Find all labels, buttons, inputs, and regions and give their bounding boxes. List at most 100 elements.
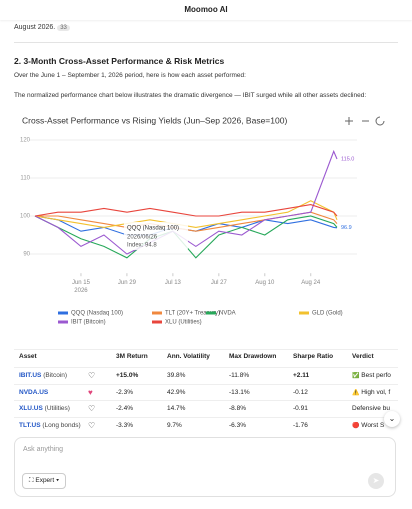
cell: -8.8% — [229, 405, 246, 412]
cell: 39.8% — [167, 372, 186, 379]
divider — [14, 42, 398, 43]
row-divider — [14, 367, 398, 368]
column-header: Verdict — [352, 353, 374, 360]
cell: -3.3% — [116, 421, 133, 429]
ticker[interactable]: IBIT.US — [19, 372, 42, 379]
cell: 42.9% — [167, 388, 186, 396]
cell: -2.4% — [116, 405, 133, 412]
row-divider — [14, 383, 398, 385]
ticker[interactable]: TLT.US — [19, 421, 41, 429]
y-tick-label: 110 — [20, 176, 30, 182]
ticker[interactable]: NVDA.US — [19, 388, 49, 396]
legend-swatch — [152, 311, 162, 315]
legend-label: GLD (Gold) — [312, 311, 343, 317]
value-label: 115.0 — [341, 156, 354, 162]
cell: -0.12 — [293, 388, 308, 396]
paragraph: The normalized performance chart below i… — [14, 92, 367, 99]
x-tick-label: Jun 15 — [72, 280, 91, 286]
cell: -11.8% — [229, 372, 250, 379]
x-tick-label: Aug 10 — [255, 280, 275, 286]
legend-label: QQQ (Nasdaq 100) — [71, 311, 123, 317]
asset-cell: NVDA.US — [19, 389, 48, 396]
legend-swatch — [299, 311, 309, 315]
tooltip-text: Index: 94.8 — [127, 243, 157, 249]
x-year-label: 2026 — [74, 288, 88, 294]
divider — [14, 349, 398, 350]
cell: 9.7% — [167, 421, 182, 429]
verdict-text: High vol, f — [361, 388, 391, 396]
verdict-icon: ✅ — [352, 373, 360, 379]
top-bar — [0, 0, 412, 20]
legend-swatch — [152, 320, 162, 324]
column-header: Ann. Volatility — [167, 353, 210, 360]
legend-label: XLU (Utilities) — [165, 320, 202, 326]
series-line — [34, 215, 338, 259]
intro-date: August 2026. — [14, 24, 56, 31]
tooltip-title: QQQ (Nasdaq 100) — [127, 226, 179, 232]
favorite-button[interactable]: ♡ — [88, 404, 96, 413]
asset-cell: TLT.US (Long bonds) — [19, 422, 81, 429]
cell: +2.11 — [293, 372, 310, 379]
verdict-icon: ⚠️ — [352, 389, 360, 396]
legend-label: NVDA — [219, 311, 236, 317]
chart-tools[interactable] — [345, 116, 385, 126]
asset-note: (Bitcoin) — [43, 372, 68, 379]
x-tick-label: Jun 29 — [118, 280, 137, 286]
app-title: Moomoo AI — [184, 5, 228, 14]
verdict-icon: 🔴 — [352, 422, 360, 429]
favorite-button[interactable]: ♥ — [88, 387, 93, 397]
scroll-down-button[interactable]: ⌄ — [384, 411, 400, 427]
asset-note: (Long bonds) — [42, 421, 81, 429]
row-divider — [14, 416, 398, 418]
tooltip: QQQ (Nasdaq 100) 2026/06/26 Index: 94.8 — [124, 222, 188, 250]
y-tick-label: 90 — [23, 252, 30, 258]
series-line — [34, 204, 338, 217]
cell: -0.91 — [293, 405, 308, 412]
input-placeholder[interactable]: Ask anything — [23, 446, 64, 453]
series-line — [34, 200, 338, 228]
verdict-cell: 🔴 Worst S — [352, 422, 398, 429]
row-divider — [14, 400, 398, 401]
legend-label: IBIT (Bitcoin) — [71, 320, 106, 326]
section-heading: 2. 3-Month Cross-Asset Performance & Ris… — [14, 56, 225, 66]
cell: +15.0% — [116, 372, 139, 379]
cell: -1.76 — [293, 421, 308, 429]
mode-button[interactable]: ⛶ Expert ▾ — [22, 473, 67, 489]
citation-badge[interactable]: 33 — [57, 25, 70, 31]
favorite-button[interactable]: ♡ — [88, 371, 96, 380]
send-button[interactable]: ➤ — [368, 473, 384, 489]
tooltip-box — [124, 222, 188, 250]
verdict-text: Best perfo — [361, 372, 391, 379]
asset-note: (Utilities) — [44, 405, 70, 412]
asset-cell: IBIT.US (Bitcoin) — [19, 372, 67, 379]
cell: -6.3% — [229, 421, 246, 429]
x-tick-label: Jul 27 — [211, 280, 228, 286]
series-line — [34, 149, 338, 255]
column-header: Asset — [19, 353, 37, 360]
y-tick-label: 100 — [20, 214, 31, 220]
column-header: Max Drawdown — [229, 353, 277, 360]
value-label: 96.9 — [341, 225, 352, 231]
chart: Cross-Asset Performance vs Rising Yields… — [20, 115, 385, 326]
asset-cell: XLU.US (Utilities) — [19, 405, 70, 412]
input-box[interactable] — [14, 437, 396, 497]
verdict-cell: ✅ Best perfo — [352, 372, 398, 379]
ticker[interactable]: XLU.US — [19, 405, 43, 412]
verdict-cell: Defensive bu — [352, 405, 398, 412]
verdict-text: Defensive bu — [352, 405, 390, 412]
column-header: 3M Return — [116, 353, 148, 360]
cell: -2.3% — [116, 388, 133, 396]
column-header: Sharpe Ratio — [293, 353, 334, 360]
intro-text: August 2026. 33 — [14, 24, 70, 31]
favorite-button[interactable]: ♡ — [88, 420, 96, 430]
verdict-cell: ⚠️ High vol, f — [352, 389, 398, 396]
mode-label: Expert — [35, 477, 55, 484]
legend-swatch — [206, 311, 216, 315]
legend-label: TLT (20Y+ Treasury) — [165, 311, 220, 317]
chart-title: Cross-Asset Performance vs Rising Yields… — [22, 115, 287, 125]
x-tick-label: Jul 13 — [165, 280, 182, 286]
legend-swatch — [58, 311, 68, 315]
legend-swatch — [58, 320, 68, 324]
paragraph: Over the June 1 – September 1, 2026 peri… — [14, 72, 246, 79]
